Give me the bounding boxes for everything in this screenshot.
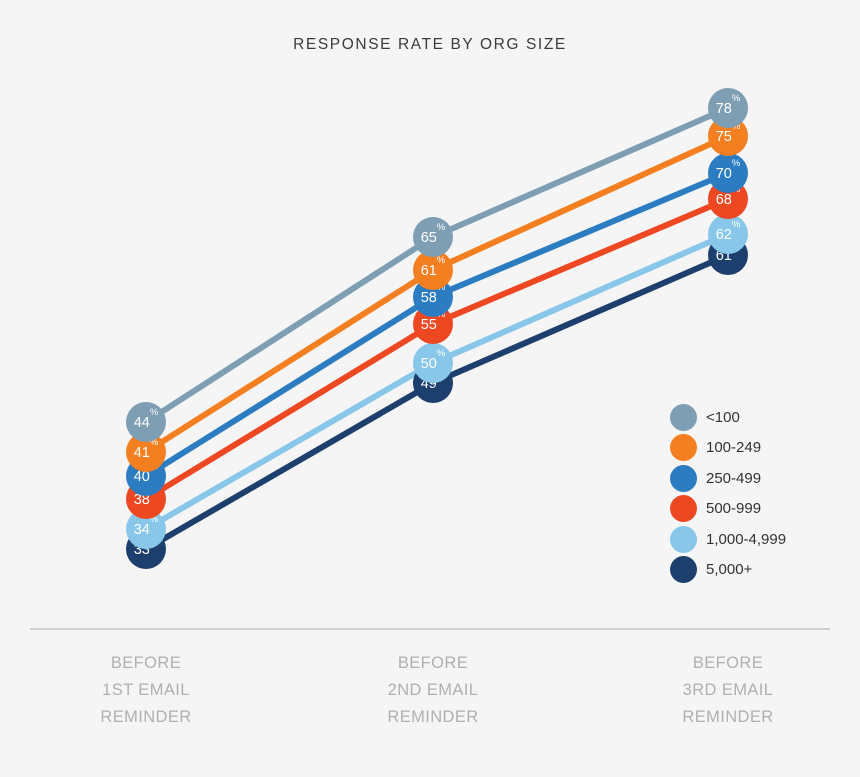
x-axis-label-line: BEFORE [397,654,469,672]
data-point-marker[interactable]: 75% [708,116,748,156]
chart-legend: <100 100-249 250-499 500-999 1,000-4,999… [670,402,850,585]
data-point-circle [708,88,748,128]
data-point-label: 62% [716,219,741,243]
series-line-segment [430,231,731,366]
legend-swatch-icon [670,403,697,431]
data-point-label: 65% [421,222,446,246]
series-lines-group [143,105,731,552]
x-axis-label-line: BEFORE [110,654,182,672]
axis-divider [30,628,830,630]
x-axis-label: BEFORE 3RD EMAIL REMINDER [613,650,843,731]
data-point-marker[interactable]: 61% [413,250,453,290]
x-axis-labels: BEFORE 1ST EMAIL REMINDER BEFORE 2ND EMA… [0,650,860,740]
legend-item-label: <100 [706,408,740,426]
legend-swatch-icon [670,434,697,462]
legend-item-label: 250-499 [706,469,762,487]
data-point-marker[interactable]: 70% [708,153,748,193]
series-line-segment [143,380,436,552]
data-point-label: 78% [716,93,741,117]
x-axis-label-line: 2ND EMAIL [387,681,479,699]
data-point-label: 41% [134,437,159,461]
data-point-marker[interactable]: 44% [126,402,166,442]
legend-item-label: 100-249 [706,439,762,457]
data-point-circle [126,402,166,442]
series-line-segment [430,196,731,327]
data-point-label: 70% [716,158,741,182]
x-axis-label-line: REMINDER [387,708,479,726]
data-point-label: 61% [421,255,446,279]
x-axis-label-line: REMINDER [100,708,192,726]
data-point-marker[interactable]: 41% [126,432,166,472]
data-point-circle [708,214,748,254]
x-axis-label: BEFORE 2ND EMAIL REMINDER [318,650,548,731]
x-axis-label: BEFORE 1ST EMAIL REMINDER [31,650,261,731]
data-point-label: 75% [716,121,741,145]
legend-item[interactable]: <100 [670,402,850,433]
data-point-label: 50% [421,348,446,372]
series-line-segment [430,133,731,273]
chart-title: RESPONSE RATE BY ORG SIZE [293,36,567,53]
data-point-circle [413,250,453,290]
series-line-segment [430,170,731,300]
legend-item[interactable]: 5,000+ [670,555,850,586]
legend-swatch-icon [670,464,697,492]
data-point-circle [413,217,453,257]
legend-item[interactable]: 1,000-4,999 [670,524,850,555]
series-line-segment [143,294,436,479]
data-point-marker[interactable]: 62% [708,214,748,254]
series-line-segment [143,234,436,425]
x-axis-label-line: 3RD EMAIL [682,681,774,699]
data-point-label: 44% [134,407,159,431]
x-axis-label-line: REMINDER [682,708,774,726]
data-point-label: 34% [134,514,159,538]
series-line-segment [143,267,436,455]
legend-item[interactable]: 100-249 [670,433,850,464]
series-line-segment [143,321,436,502]
x-axis-label-line: 1ST EMAIL [102,681,190,699]
legend-item-label: 5,000+ [706,561,753,579]
data-point-marker[interactable]: 34% [126,509,166,549]
legend-item-label: 500-999 [706,500,762,518]
legend-item[interactable]: 250-499 [670,463,850,494]
x-axis-label-line: BEFORE [692,654,764,672]
data-point-marker[interactable]: 50% [413,343,453,383]
legend-item[interactable]: 500-999 [670,494,850,525]
data-point-circle [126,432,166,472]
data-point-circle [708,153,748,193]
data-point-circle [126,509,166,549]
data-point-circle [708,116,748,156]
legend-swatch-icon [670,525,697,553]
legend-swatch-icon [670,556,697,584]
data-point-circle [413,343,453,383]
legend-item-label: 1,000-4,999 [706,530,787,548]
legend-swatch-icon [670,495,697,523]
series-line-segment [143,360,436,532]
data-point-marker[interactable]: 65% [413,217,453,257]
data-point-marker[interactable]: 78% [708,88,748,128]
series-line-segment [430,105,731,240]
series-markers-group: 33%49%61%34%50%62%38%55%68%40%58%70%41%6… [126,88,748,569]
series-line-segment [430,252,731,386]
